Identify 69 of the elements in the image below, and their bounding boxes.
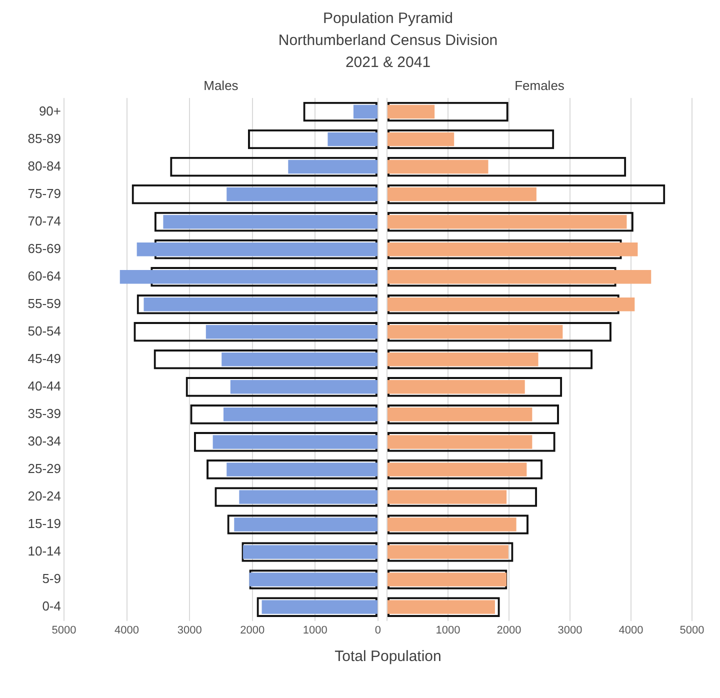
y-tick-label: 70-74 (28, 213, 61, 228)
bar (388, 518, 516, 532)
y-tick-label: 10-14 (28, 544, 61, 559)
bar (388, 545, 508, 559)
bar (388, 352, 538, 366)
bar (163, 214, 378, 229)
y-tick-label: 40-44 (28, 378, 61, 394)
y-tick-label: 60-64 (28, 268, 61, 284)
bar (230, 380, 378, 394)
bar (288, 160, 378, 174)
x-tick-label: 1000 (302, 624, 328, 636)
bar (388, 270, 652, 284)
bar (388, 187, 536, 202)
bar (328, 132, 378, 146)
bar (222, 352, 378, 366)
bar (388, 380, 525, 394)
text: Males (204, 78, 239, 93)
bar (223, 408, 378, 422)
x-tick-label: 5000 (52, 624, 76, 636)
y-tick-label: 85-89 (28, 130, 61, 146)
bar (388, 132, 454, 146)
bar (120, 270, 378, 284)
x-axis-title: Total Population (334, 648, 442, 665)
y-tick-label: 20-24 (28, 488, 61, 504)
bar (388, 242, 638, 256)
bar (226, 187, 378, 202)
y-tick-label: 25-29 (28, 461, 61, 476)
y-tick-label: 0-4 (42, 598, 61, 614)
y-tick-label: 30-34 (28, 434, 61, 449)
bar (262, 600, 378, 614)
x-tick-label: 2000 (240, 624, 265, 636)
y-tick-label: 65-69 (28, 240, 61, 256)
bar (388, 435, 532, 449)
y-tick-label: 90+ (38, 103, 61, 118)
x-tick-label: 2000 (496, 624, 522, 636)
y-tick-label: 75-79 (28, 186, 61, 201)
y-tick-label: 45-49 (28, 350, 61, 366)
bar (144, 297, 378, 312)
chart-title: Population Pyramid Northumberland Census Division 2021 & 2041 (277, 9, 499, 73)
x-tick-label: 4000 (114, 624, 140, 636)
bar (206, 325, 378, 339)
bar (388, 160, 488, 174)
bar (212, 435, 378, 449)
text: Females (514, 78, 565, 93)
bar (388, 214, 627, 229)
bar (353, 104, 378, 119)
bar (388, 462, 527, 476)
bar (388, 408, 532, 422)
x-tick-label: 3000 (177, 624, 202, 636)
x-tick-label: 4000 (618, 624, 644, 636)
bar (388, 600, 495, 614)
y-tick-label: 55-59 (28, 296, 61, 311)
bar (388, 297, 635, 312)
y-tick-label: 80-84 (28, 158, 61, 174)
bar (226, 462, 378, 476)
y-tick-label: 15-19 (28, 516, 61, 532)
bar (136, 242, 378, 256)
bar (239, 490, 378, 504)
x-tick-label: 3000 (558, 624, 582, 636)
y-tick-label: 35-39 (28, 406, 61, 422)
bar (388, 490, 507, 504)
x-tick-label: 5000 (680, 624, 704, 636)
bar (234, 518, 378, 532)
y-tick-label: 50-54 (28, 323, 61, 338)
x-tick-label: 1000 (436, 624, 460, 636)
bar (388, 325, 563, 339)
x-tick-label: 0 (374, 624, 382, 636)
y-tick-label: 5-9 (42, 571, 61, 586)
bar (388, 104, 435, 119)
